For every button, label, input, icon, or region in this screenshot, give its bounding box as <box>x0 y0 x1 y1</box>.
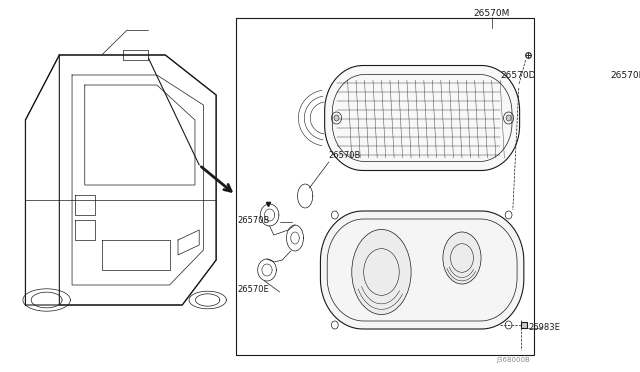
Circle shape <box>506 115 511 121</box>
Text: 26570B: 26570B <box>237 215 269 224</box>
Text: 26983E: 26983E <box>528 324 560 333</box>
Bar <box>236 18 534 355</box>
Text: 26570D: 26570D <box>500 71 536 80</box>
Text: 26570B: 26570B <box>329 151 361 160</box>
Text: 26570D: 26570D <box>611 71 640 80</box>
Polygon shape <box>321 211 524 329</box>
Circle shape <box>334 115 339 121</box>
Polygon shape <box>324 65 520 170</box>
Text: 26570E: 26570E <box>237 285 269 295</box>
Ellipse shape <box>443 232 481 284</box>
Text: 26570M: 26570M <box>474 9 510 17</box>
Text: J368000B: J368000B <box>496 357 530 363</box>
Ellipse shape <box>352 230 411 314</box>
